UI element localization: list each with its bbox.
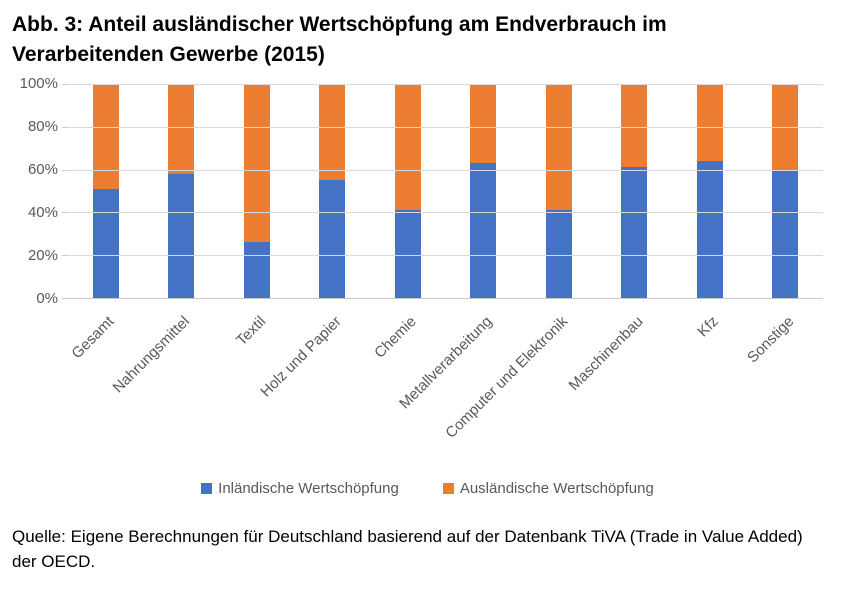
bar-segment-inländische-wertschöpfung (470, 163, 497, 298)
bar-gesamt (92, 84, 119, 298)
y-axis-tick-label: 20% (27, 247, 58, 264)
bar-slot-maschinenbau (597, 84, 673, 298)
legend-label: Inländische Wertschöpfung (218, 479, 399, 497)
y-axis-tick-label: 100% (19, 75, 58, 92)
x-axis-label-kfz: Kfz (694, 313, 722, 341)
bar-textil (243, 84, 270, 298)
bar-slot-chemie (370, 84, 446, 298)
legend: Inländische Wertschöpfung Ausländische We… (12, 478, 843, 498)
plot-area (62, 84, 823, 299)
bar-segment-ausländische-wertschöpfung (243, 84, 270, 243)
legend-label: Ausländische Wertschöpfung (459, 479, 654, 497)
x-axis-label-maschinenbau: Maschinenbau (565, 313, 647, 395)
bar-slot-holz-und-papier (295, 84, 371, 298)
bar-holz-und-papier (319, 84, 346, 298)
legend-swatch-icon (442, 482, 454, 494)
figure: Abb. 3: Anteil ausländischer Wertschöpfu… (0, 10, 843, 601)
bar-segment-inländische-wertschöpfung (168, 173, 195, 298)
y-axis-tick-label: 0% (36, 290, 58, 307)
bar-nahrungsmittel (168, 84, 195, 298)
chart-area: 0% 20% 40% 60% 80% 100% Gesamt Nahrungsmittel T… (12, 76, 843, 498)
y-axis-tick-label: 80% (27, 118, 58, 135)
bar-segment-inländische-wertschöpfung (545, 210, 572, 298)
bar-segment-inländische-wertschöpfung (696, 161, 723, 298)
bar-chemie (394, 84, 421, 298)
bar-segment-inländische-wertschöpfung (243, 242, 270, 298)
bar-segment-inländische-wertschöpfung (621, 167, 648, 298)
gridline (68, 84, 823, 85)
y-axis-tick-label: 60% (27, 161, 58, 178)
gridline (68, 255, 823, 257)
bar-segment-ausländische-wertschöpfung (92, 84, 119, 189)
bar-slot-sonstige (748, 84, 824, 298)
bar-metallverarbeitung (470, 84, 497, 298)
x-axis-label-textil: Textil (232, 313, 269, 350)
bar-segment-inländische-wertschöpfung (319, 180, 346, 298)
bar-segment-inländische-wertschöpfung (394, 210, 421, 298)
x-axis-label-sonstige: Sonstige (743, 313, 798, 367)
bar-segment-ausländische-wertschöpfung (168, 84, 195, 174)
bar-segment-ausländische-wertschöpfung (696, 84, 723, 162)
bar-slot-kfz (672, 84, 748, 298)
legend-item-ausländische-wertschöpfung: Ausländische Wertschöpfung (442, 479, 654, 497)
bar-slot-nahrungsmittel (144, 84, 220, 298)
legend-swatch-icon (201, 482, 213, 494)
bar-kfz (696, 84, 723, 298)
gridline (68, 169, 823, 171)
bar-maschinenbau (621, 84, 648, 298)
bar-segment-ausländische-wertschöpfung (621, 84, 648, 168)
bar-sonstige (772, 84, 799, 298)
x-axis-label-gesamt: Gesamt (68, 313, 118, 363)
y-axis-tick (62, 169, 68, 171)
y-axis-tick (62, 126, 68, 128)
bar-segment-ausländische-wertschöpfung (545, 84, 572, 211)
bar-segment-ausländische-wertschöpfung (394, 84, 421, 211)
y-axis-tick (62, 298, 68, 299)
bar-segment-inländische-wertschöpfung (92, 188, 119, 298)
bar-slot-textil (219, 84, 295, 298)
bar-segment-ausländische-wertschöpfung (470, 84, 497, 164)
source-note: Quelle: Eigene Berechnungen für Deutschl… (12, 527, 803, 571)
gridline (68, 212, 823, 214)
bar-computer-und-elektronik (545, 84, 572, 298)
y-axis-tick-label: 40% (27, 204, 58, 221)
y-axis-tick (62, 212, 68, 214)
bar-slot-gesamt (68, 84, 144, 298)
legend-item-inländische-wertschöpfung: Inländische Wertschöpfung (201, 480, 399, 497)
x-axis-label-chemie: Chemie (371, 313, 420, 362)
x-axis-labels: Gesamt Nahrungsmittel Textil Holz und Papie… (68, 299, 823, 464)
bars-container (68, 84, 823, 298)
bar-slot-computer-und-elektronik (521, 84, 597, 298)
y-axis-tick (62, 255, 68, 257)
gridline (68, 126, 823, 128)
bar-segment-inländische-wertschöpfung (772, 169, 799, 298)
x-axis-label-computer-und-elektronik: Computer und Elektronik (442, 313, 571, 442)
chart-title: Abb. 3: Anteil ausländischer Wertschöpfu… (12, 13, 667, 66)
bar-slot-metallverarbeitung (446, 84, 522, 298)
x-axis-label-holz-und-papier: Holz und Papier (256, 313, 345, 401)
y-axis-tick (62, 84, 68, 85)
bar-segment-ausländische-wertschöpfung (319, 84, 346, 181)
y-axis: 0% 20% 40% 60% 80% 100% (12, 76, 68, 307)
x-axis-label-nahrungsmittel: Nahrungsmittel (109, 313, 194, 397)
